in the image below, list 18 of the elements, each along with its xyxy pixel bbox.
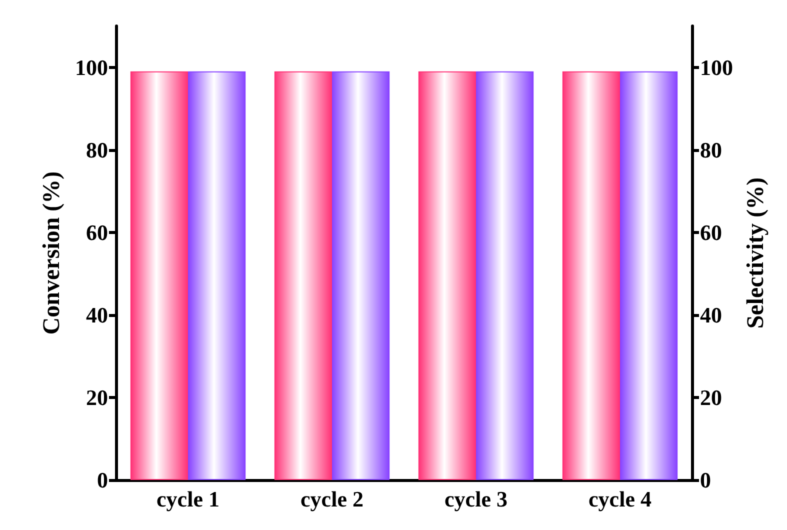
y-axis-title: Conversion (%) [39,171,66,335]
y2-tick-label: 0 [700,468,711,492]
y-tick-label: 100 [75,54,108,80]
y2-tick-label: 60 [700,220,722,245]
y2-tick-label: 80 [700,137,722,162]
x-tick-label: cycle 4 [588,486,652,512]
x-tick-label: cycle 2 [300,486,364,512]
y2-tick-label: 40 [700,302,722,328]
y-tick-label: 60 [86,220,108,245]
x-tick-label: cycle 1 [156,486,220,512]
y2-tick-label: 20 [700,384,722,410]
y2-axis-title: Selectivity (%) [742,177,769,329]
y2-tick-label: 100 [700,54,733,80]
y-tick-label: 80 [86,137,108,162]
x-tick-label: cycle 3 [444,486,508,512]
y-tick-label: 0 [97,468,108,492]
y-tick-label: 40 [86,302,108,328]
y-tick-label: 20 [86,384,108,410]
